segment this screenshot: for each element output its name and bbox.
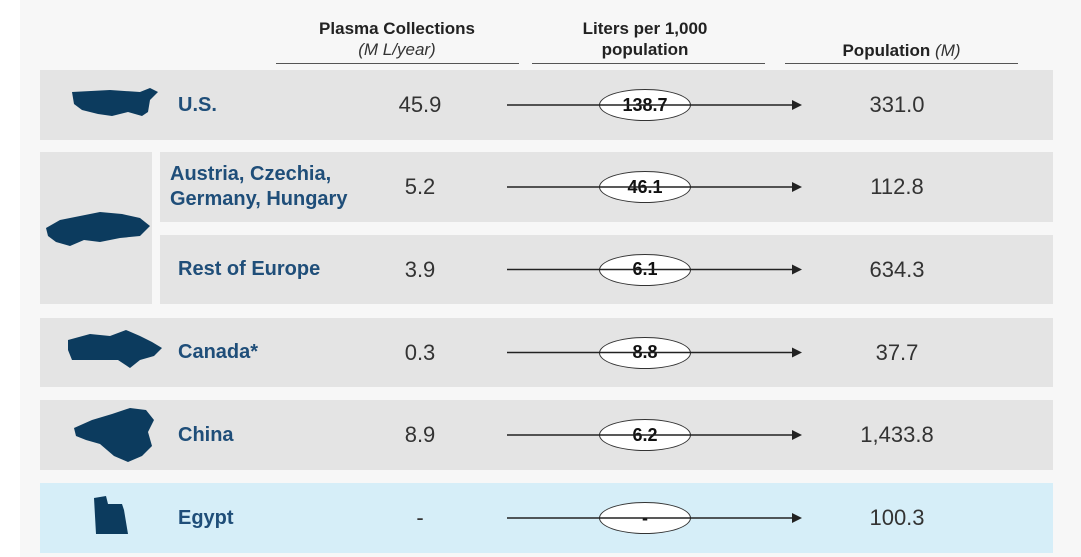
population-value: 37.7 <box>875 339 919 365</box>
plasma-value: 0.3 <box>404 339 436 365</box>
plasma-value: - <box>416 505 424 530</box>
plasma-value: 5.2 <box>404 174 436 199</box>
canada-map <box>68 330 162 368</box>
egypt-map <box>94 496 128 534</box>
population-value: 331.0 <box>869 92 925 117</box>
arrow-head <box>792 100 802 110</box>
region-label: U.S. <box>178 93 217 116</box>
plasma-value: 3.9 <box>404 256 436 282</box>
underline <box>532 63 765 64</box>
population-value: 112.8 <box>870 174 924 199</box>
arrow-head <box>792 430 802 440</box>
europe-map <box>46 212 150 246</box>
underline <box>276 63 519 64</box>
population-value: 634.3 <box>869 256 925 282</box>
region-label: China <box>178 423 234 446</box>
map-icons <box>46 88 162 534</box>
population-value: 1,433.8 <box>860 422 934 447</box>
region-label: Rest of Europe <box>178 258 321 280</box>
underline <box>785 63 1018 64</box>
population-unit: (M) <box>935 41 961 60</box>
arrow-head <box>792 347 802 358</box>
us-map <box>72 88 158 116</box>
china-map <box>74 408 154 462</box>
plasma-header: Plasma Collections (M L/year) <box>277 18 517 60</box>
plasma-value: 45.9 <box>398 92 442 117</box>
plasma-title: Plasma Collections <box>319 19 475 38</box>
plasma-unit: (M L/year) <box>358 40 436 59</box>
region-label: Egypt <box>178 506 234 529</box>
population-value: 100.3 <box>869 505 925 530</box>
region-label: Canada* <box>178 341 259 363</box>
population-title: Population <box>842 41 931 60</box>
plasma-value: 8.9 <box>404 422 436 447</box>
region-label: Austria, Czechia, Germany, Hungary <box>170 163 348 210</box>
liters-header: Liters per 1,000 population <box>582 19 708 59</box>
population-header: Population (M) <box>785 40 1018 61</box>
arrow-head <box>792 182 802 192</box>
arrow-head <box>792 513 802 523</box>
arrow-head <box>792 264 802 275</box>
